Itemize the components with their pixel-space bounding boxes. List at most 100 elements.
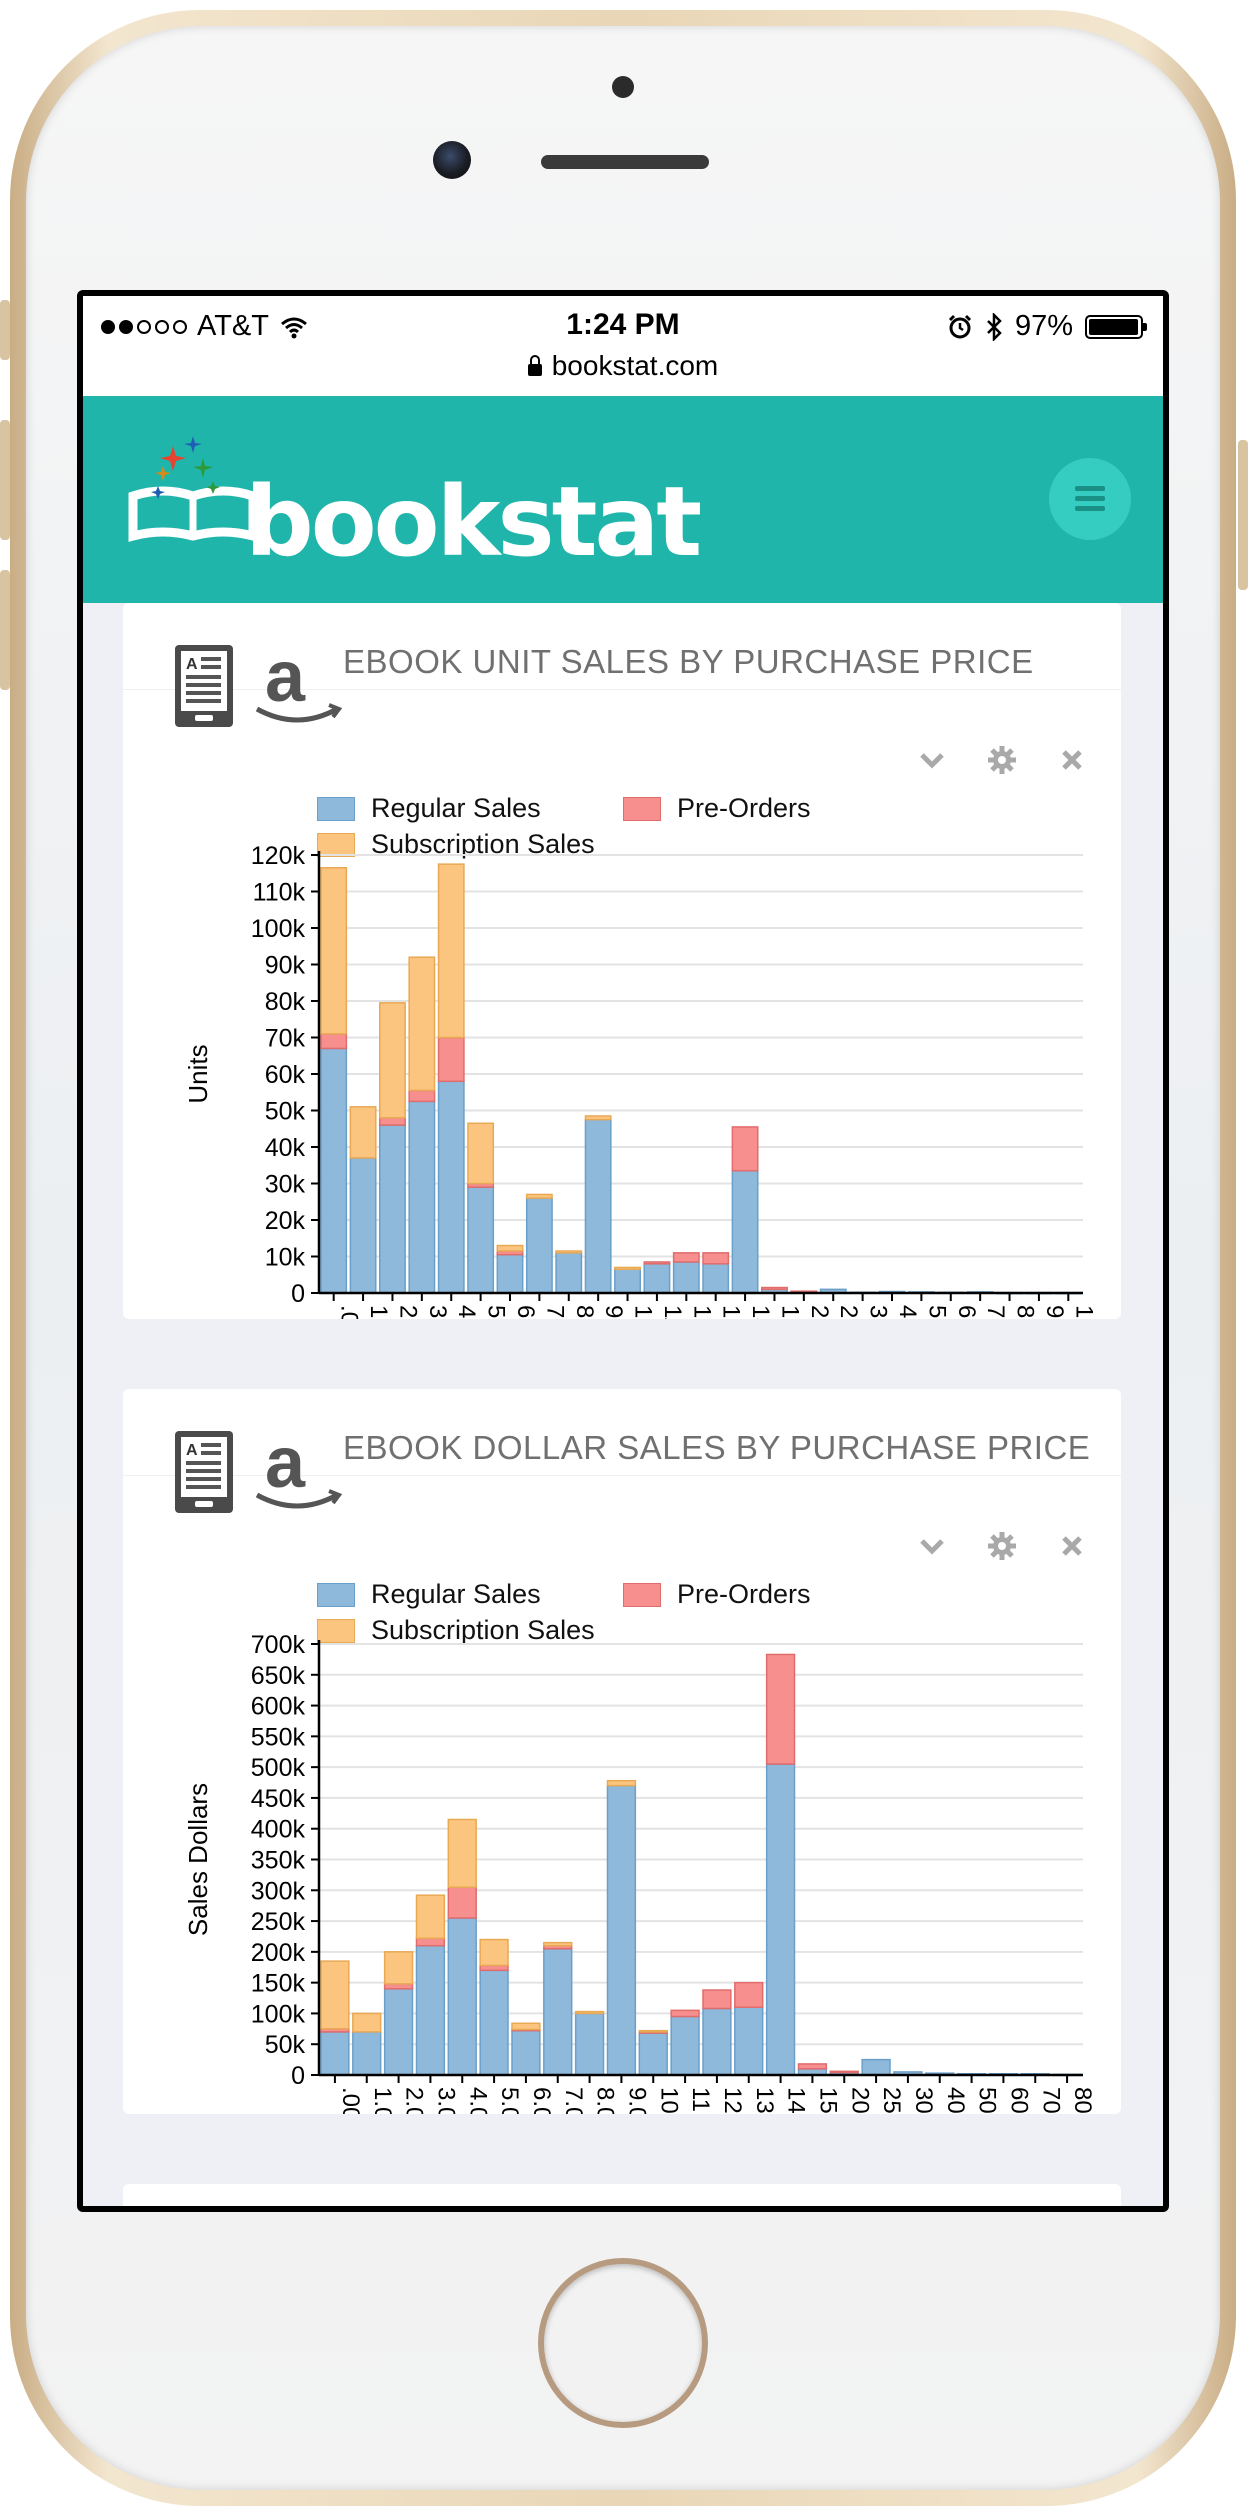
- bar-segment[interactable]: [731, 1126, 759, 1172]
- x-tick-label: 9.0: [600, 1305, 627, 1319]
- legend-regular[interactable]: Regular Sales: [317, 793, 541, 824]
- bar-segment[interactable]: [702, 1989, 732, 2010]
- bar-segment[interactable]: [765, 1763, 796, 2076]
- gear-icon[interactable]: [987, 745, 1017, 775]
- bar-segment[interactable]: [467, 1122, 495, 1185]
- bar-segment[interactable]: [511, 2029, 541, 2076]
- bar-segment[interactable]: [447, 1886, 477, 1919]
- home-button[interactable]: [538, 2258, 708, 2428]
- bar-segment[interactable]: [320, 1047, 348, 1294]
- bar-segment[interactable]: [320, 1033, 348, 1050]
- bar-segment[interactable]: [437, 1080, 465, 1294]
- gear-icon[interactable]: [987, 1531, 1017, 1561]
- bar-segment[interactable]: [574, 2010, 605, 2015]
- bar-segment[interactable]: [408, 1100, 436, 1294]
- bar-segment[interactable]: [383, 1951, 414, 1985]
- legend-regular[interactable]: Regular Sales: [317, 1579, 541, 1610]
- bar-segment[interactable]: [447, 1917, 477, 2076]
- hamburger-menu-button[interactable]: [1049, 458, 1131, 540]
- bar-segment[interactable]: [702, 2007, 732, 2076]
- bar-segment[interactable]: [555, 1252, 583, 1294]
- legend-preorder[interactable]: Pre-Orders: [623, 793, 811, 824]
- bar-segment[interactable]: [614, 1266, 641, 1271]
- bar-segment[interactable]: [614, 1268, 641, 1294]
- bar-segment[interactable]: [543, 1941, 573, 1947]
- bar-segment[interactable]: [525, 1197, 553, 1294]
- bar-segment[interactable]: [861, 2058, 891, 2076]
- bar-segment[interactable]: [672, 1261, 700, 1294]
- y-tick-label: 250k: [251, 1908, 306, 1936]
- bar-segment[interactable]: [543, 1948, 573, 2076]
- bar-segment[interactable]: [479, 1938, 509, 1967]
- bar-segment[interactable]: [320, 1960, 350, 2030]
- legend-preorder[interactable]: Pre-Orders: [623, 1579, 811, 1610]
- bar-segment[interactable]: [408, 956, 436, 1092]
- bar-segment[interactable]: [352, 2012, 382, 2033]
- bar-segment[interactable]: [797, 2063, 828, 2070]
- bar-segment[interactable]: [320, 867, 348, 1035]
- bar-segment[interactable]: [643, 1263, 671, 1294]
- bar-segment[interactable]: [574, 2012, 605, 2076]
- bar-segment[interactable]: [643, 1261, 671, 1265]
- bar-segment[interactable]: [761, 1286, 788, 1291]
- bar-segment[interactable]: [702, 1252, 730, 1265]
- bar-segment[interactable]: [320, 2031, 350, 2076]
- bar-segment[interactable]: [496, 1253, 524, 1294]
- bar-segment[interactable]: [349, 1157, 377, 1294]
- x-tick-label: 15.: [776, 1305, 803, 1319]
- legend-label: Subscription Sales: [371, 1615, 595, 1645]
- bar-segment[interactable]: [555, 1250, 583, 1254]
- bar-segment[interactable]: [638, 2029, 668, 2033]
- bar-segment[interactable]: [734, 1981, 764, 2009]
- bar-segment[interactable]: [584, 1118, 612, 1294]
- bar-segment[interactable]: [670, 2015, 700, 2076]
- x-tick-label: 3.0: [432, 2087, 459, 2114]
- bar-segment[interactable]: [670, 2009, 700, 2018]
- x-tick-label: 8.0: [571, 1305, 598, 1319]
- bar-segment[interactable]: [584, 1115, 612, 1121]
- bar-segment[interactable]: [829, 2070, 859, 2074]
- y-tick-label: 60k: [265, 1061, 306, 1089]
- bar-segment[interactable]: [496, 1244, 524, 1252]
- close-icon[interactable]: [1057, 1531, 1087, 1561]
- bookstat-logo[interactable]: bookstat: [123, 416, 702, 578]
- bar-segment[interactable]: [765, 1653, 796, 1765]
- bar-segment[interactable]: [702, 1263, 730, 1294]
- bar-segment[interactable]: [606, 1779, 637, 1787]
- y-tick-label: 500k: [251, 1754, 306, 1782]
- x-tick-label: 1.: [1070, 1305, 1097, 1319]
- bar-segment[interactable]: [511, 2022, 541, 2031]
- bar-segment[interactable]: [437, 1036, 465, 1083]
- close-icon[interactable]: [1057, 745, 1087, 775]
- bar-segment[interactable]: [379, 1124, 406, 1294]
- bar-segment[interactable]: [467, 1186, 495, 1294]
- bar-segment[interactable]: [415, 1894, 446, 1940]
- chevron-down-icon[interactable]: [917, 745, 947, 775]
- bar-segment[interactable]: [408, 1089, 436, 1103]
- bar-segment[interactable]: [379, 1117, 406, 1126]
- legend-swatch: [317, 796, 355, 821]
- screen: AT&T 1:24 PM 97%: [77, 290, 1169, 2212]
- bar-segment[interactable]: [352, 2031, 382, 2076]
- bar-segment[interactable]: [349, 1106, 377, 1159]
- url-text: bookstat.com: [551, 350, 719, 381]
- front-camera: [433, 141, 471, 179]
- bar-segment[interactable]: [734, 2006, 764, 2076]
- bar-segment[interactable]: [383, 1988, 414, 2076]
- bar-segment[interactable]: [479, 1969, 509, 2076]
- bar-segment[interactable]: [606, 1784, 637, 2076]
- wifi-icon: [281, 317, 307, 338]
- bar-segment[interactable]: [415, 1937, 446, 1947]
- card-header: A a EBOOK DOLLAR SALES BY PURCHASE PRICE: [123, 1389, 1121, 1513]
- bar-segment[interactable]: [415, 1944, 446, 2076]
- bar-segment[interactable]: [525, 1193, 553, 1199]
- bar-segment[interactable]: [638, 2032, 668, 2076]
- address-bar[interactable]: bookstat.com: [83, 350, 1163, 382]
- chevron-down-icon[interactable]: [917, 1531, 947, 1561]
- legend-subscription[interactable]: Subscription Sales: [317, 1615, 595, 1646]
- bar-segment[interactable]: [731, 1169, 759, 1294]
- bar-segment[interactable]: [437, 863, 465, 1039]
- bar-segment[interactable]: [379, 1002, 406, 1119]
- bar-segment[interactable]: [672, 1252, 700, 1263]
- bar-segment[interactable]: [447, 1818, 477, 1888]
